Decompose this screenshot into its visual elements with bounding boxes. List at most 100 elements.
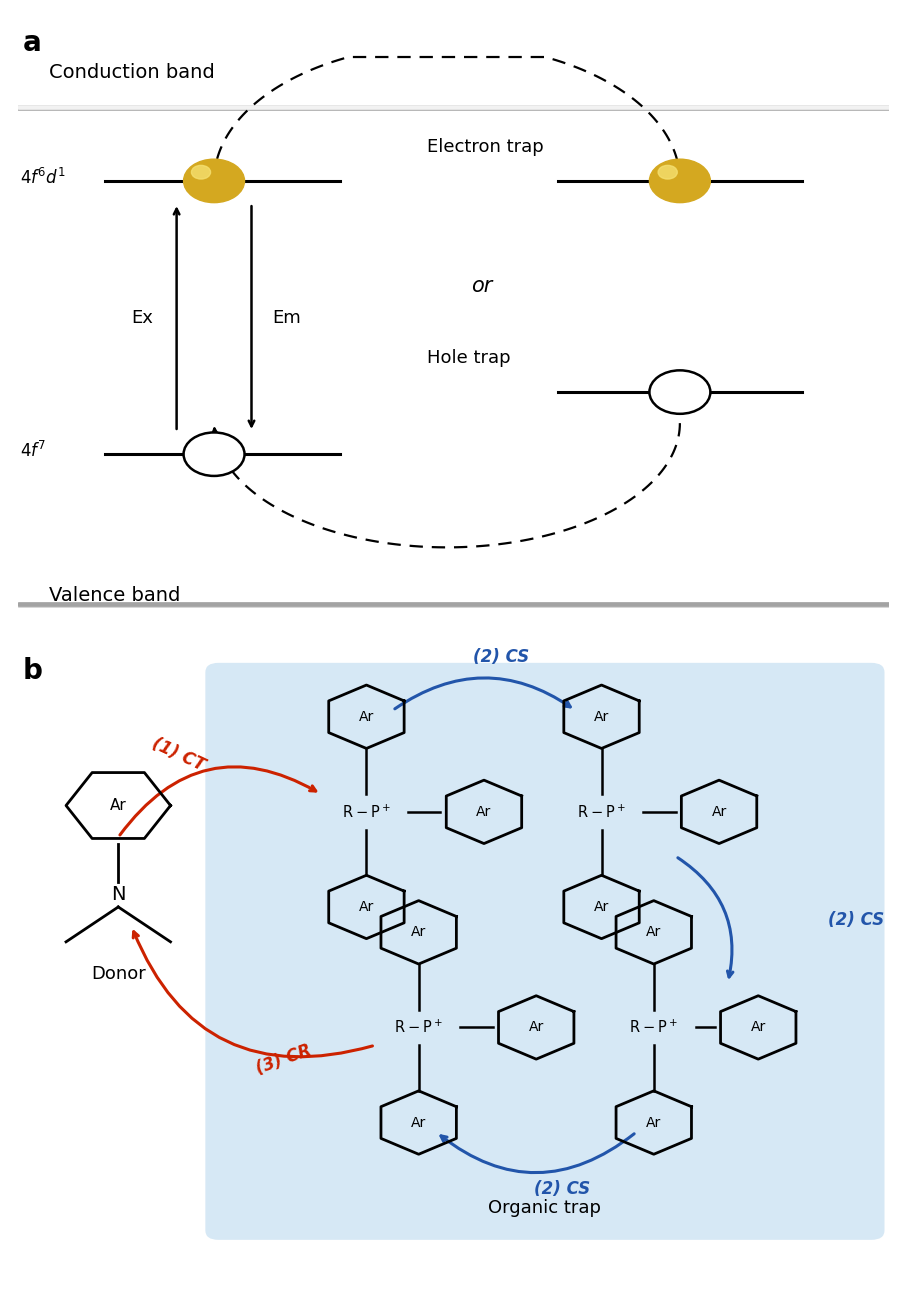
Bar — [18, 603, 889, 606]
Text: Ar: Ar — [359, 709, 374, 723]
Text: b: b — [23, 656, 43, 685]
Bar — [18, 604, 889, 606]
Bar — [18, 107, 889, 110]
Bar — [18, 603, 889, 604]
Bar — [18, 106, 889, 109]
Bar — [18, 107, 889, 109]
Bar — [18, 107, 889, 109]
Bar — [18, 106, 889, 109]
Text: (2) CS: (2) CS — [473, 647, 530, 665]
Text: $\mathsf{R-P^+}$: $\mathsf{R-P^+}$ — [342, 804, 391, 820]
Text: $4f^6d^1$: $4f^6d^1$ — [20, 168, 66, 188]
Bar — [18, 106, 889, 107]
Bar — [18, 106, 889, 109]
Bar — [18, 106, 889, 109]
Text: Ar: Ar — [110, 798, 127, 813]
Bar — [18, 603, 889, 606]
FancyBboxPatch shape — [205, 663, 884, 1240]
Text: a: a — [23, 28, 41, 57]
Bar — [18, 107, 889, 109]
Text: (2) CS: (2) CS — [828, 911, 884, 929]
Text: $\mathsf{R-P^+}$: $\mathsf{R-P^+}$ — [629, 1018, 678, 1036]
Bar — [18, 603, 889, 606]
Bar — [18, 106, 889, 109]
Text: Ar: Ar — [476, 805, 492, 819]
Text: (3) CR: (3) CR — [253, 1040, 314, 1078]
Bar — [18, 106, 889, 107]
Bar — [18, 604, 889, 606]
Text: (2) CS: (2) CS — [534, 1180, 590, 1198]
Bar — [18, 604, 889, 606]
Text: Ar: Ar — [594, 709, 610, 723]
Text: Ar: Ar — [594, 899, 610, 914]
Bar — [18, 604, 889, 606]
Text: $4f^7$: $4f^7$ — [20, 441, 46, 461]
Text: Hole trap: Hole trap — [427, 349, 511, 367]
Bar — [18, 106, 889, 109]
Text: or: or — [471, 277, 493, 296]
Bar — [18, 107, 889, 109]
Text: Ar: Ar — [411, 1115, 426, 1130]
Bar — [18, 603, 889, 606]
Text: Ar: Ar — [646, 1115, 661, 1130]
Bar — [18, 604, 889, 606]
Bar — [18, 603, 889, 606]
Bar — [18, 106, 889, 109]
Bar — [18, 106, 889, 109]
Bar — [18, 603, 889, 604]
Bar — [18, 106, 889, 109]
Bar — [18, 604, 889, 607]
Bar — [18, 604, 889, 606]
Bar — [18, 107, 889, 109]
Bar — [18, 107, 889, 109]
Circle shape — [183, 432, 245, 476]
Text: $\mathsf{N}$: $\mathsf{N}$ — [111, 885, 125, 903]
Bar — [18, 604, 889, 606]
Circle shape — [649, 159, 710, 203]
Bar — [18, 107, 889, 110]
Bar — [18, 107, 889, 110]
Bar — [18, 603, 889, 604]
Text: Ar: Ar — [711, 805, 727, 819]
Text: Ex: Ex — [132, 308, 153, 326]
Bar — [18, 603, 889, 604]
Bar — [18, 603, 889, 604]
Text: Ar: Ar — [411, 925, 426, 939]
Bar — [18, 106, 889, 107]
Text: (1) CT: (1) CT — [149, 735, 208, 775]
Bar — [18, 604, 889, 606]
Bar — [18, 603, 889, 606]
Bar — [18, 107, 889, 109]
Text: Ar: Ar — [529, 1021, 544, 1034]
Bar — [18, 603, 889, 606]
Circle shape — [191, 166, 210, 179]
Bar — [18, 106, 889, 107]
Text: Valence band: Valence band — [49, 586, 180, 606]
Text: Conduction band: Conduction band — [49, 62, 214, 82]
Bar — [18, 106, 889, 107]
Text: Ar: Ar — [646, 925, 661, 939]
Text: Electron trap: Electron trap — [427, 137, 544, 155]
Text: $\mathsf{R-P^+}$: $\mathsf{R-P^+}$ — [577, 804, 626, 820]
Bar — [18, 604, 889, 606]
Text: Ar: Ar — [751, 1021, 766, 1034]
Bar — [18, 107, 889, 109]
Bar — [18, 107, 889, 109]
Bar — [18, 604, 889, 607]
Bar — [18, 603, 889, 606]
Text: Donor: Donor — [91, 964, 146, 982]
Circle shape — [658, 166, 678, 179]
Bar — [18, 604, 889, 606]
Bar — [18, 107, 889, 109]
Bar — [18, 603, 889, 604]
Circle shape — [183, 159, 245, 203]
Text: $\mathsf{R-P^+}$: $\mathsf{R-P^+}$ — [395, 1018, 443, 1036]
Circle shape — [649, 370, 710, 414]
Text: Organic trap: Organic trap — [489, 1200, 601, 1218]
Bar — [18, 603, 889, 604]
Bar — [18, 106, 889, 107]
Bar — [18, 603, 889, 606]
Bar — [18, 604, 889, 606]
Bar — [18, 107, 889, 109]
Bar — [18, 604, 889, 607]
